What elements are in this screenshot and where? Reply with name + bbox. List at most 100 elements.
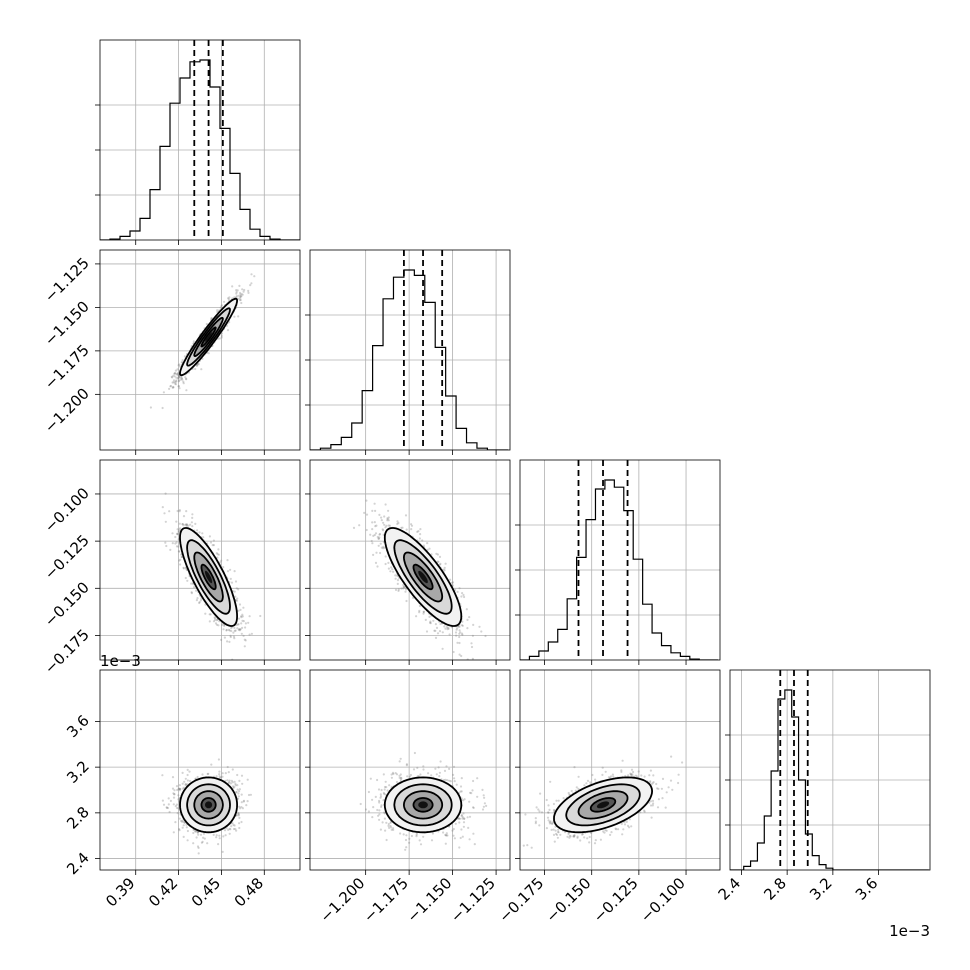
scatter-point bbox=[471, 657, 474, 660]
scatter-point bbox=[178, 376, 181, 379]
scatter-point bbox=[238, 284, 241, 287]
scatter-point bbox=[182, 382, 185, 385]
scatter-point bbox=[179, 527, 182, 530]
scatter-point bbox=[200, 368, 203, 371]
scatter-point bbox=[217, 553, 220, 556]
panel-2-2 bbox=[515, 459, 721, 665]
scatter-point bbox=[236, 623, 239, 626]
scatter-point bbox=[176, 368, 179, 371]
scatter-point bbox=[422, 612, 425, 615]
panel-3-0: 0.39 0.42 0.45 0.482.42.83.23.61e−3 bbox=[63, 652, 301, 910]
scatter-point bbox=[196, 597, 199, 600]
scatter-point bbox=[201, 773, 204, 776]
scatter-point bbox=[190, 521, 193, 524]
scatter-point bbox=[186, 579, 189, 582]
scatter-point bbox=[177, 376, 180, 380]
scatter-point bbox=[184, 782, 187, 786]
scatter-point bbox=[174, 821, 177, 824]
scatter-point bbox=[241, 626, 244, 630]
scatter-point bbox=[371, 528, 374, 531]
scatter-point bbox=[223, 624, 226, 628]
scatter-point bbox=[237, 813, 240, 816]
scatter-point bbox=[238, 603, 242, 606]
scatter-point bbox=[231, 822, 234, 825]
scatter-point bbox=[443, 566, 446, 570]
scatter-point bbox=[422, 544, 425, 547]
scatter-point bbox=[417, 530, 420, 533]
scatter-point bbox=[461, 592, 464, 595]
scatter-point bbox=[209, 613, 212, 616]
scatter-point bbox=[470, 642, 473, 645]
density-fill bbox=[205, 332, 213, 342]
scatter-point bbox=[439, 562, 442, 566]
scatter-point bbox=[380, 516, 383, 519]
scatter-point bbox=[181, 523, 184, 526]
scatter-point bbox=[471, 634, 474, 637]
scatter-point bbox=[218, 775, 221, 778]
scatter-point bbox=[438, 555, 442, 559]
scatter-point bbox=[394, 577, 397, 580]
scatter-point bbox=[175, 520, 178, 523]
scatter-point bbox=[436, 632, 440, 635]
scatter-point bbox=[378, 532, 382, 536]
contour-2-0-3 bbox=[200, 563, 217, 591]
histogram-0 bbox=[100, 59, 300, 240]
scatter-point bbox=[396, 574, 399, 577]
scatter-point bbox=[207, 352, 210, 355]
scatter-point bbox=[195, 364, 199, 367]
scatter-point bbox=[243, 638, 246, 641]
scatter-point bbox=[397, 521, 400, 525]
scatter-point bbox=[176, 373, 179, 376]
scatter-point bbox=[437, 560, 440, 563]
scatter-point bbox=[242, 606, 245, 609]
scatter-point bbox=[171, 776, 175, 779]
scatter-point bbox=[434, 629, 437, 633]
scatter-point bbox=[208, 535, 211, 538]
scatter-point bbox=[220, 334, 223, 337]
scatter-point bbox=[164, 492, 167, 495]
scatter-point bbox=[386, 519, 389, 522]
scatter-point bbox=[219, 306, 222, 309]
scatter-point bbox=[240, 616, 243, 619]
contour-2-1-2 bbox=[402, 551, 444, 603]
scatter-point bbox=[215, 619, 218, 622]
scatter-point bbox=[214, 618, 217, 622]
scatter-point bbox=[371, 509, 374, 512]
scatter-point bbox=[419, 528, 422, 531]
scatter-point bbox=[405, 588, 408, 591]
scatter-point bbox=[221, 623, 224, 627]
scatter-point bbox=[220, 305, 223, 308]
scatter-point bbox=[182, 567, 185, 570]
scatter-point bbox=[387, 524, 390, 527]
scatter-point bbox=[233, 315, 236, 318]
scatter-point bbox=[161, 506, 164, 509]
scatter-point bbox=[235, 292, 238, 295]
scatter-point bbox=[380, 519, 383, 522]
scatter-point bbox=[176, 532, 179, 536]
scatter-point bbox=[234, 580, 238, 583]
scatter-point bbox=[484, 634, 487, 638]
scatter-point bbox=[164, 541, 167, 544]
y-tick-label: −0.150 bbox=[41, 578, 93, 630]
scatter-point bbox=[259, 614, 262, 618]
scatter-point bbox=[433, 629, 436, 632]
scatter-point bbox=[236, 597, 239, 600]
scatter-point bbox=[240, 615, 243, 618]
scatter-point bbox=[419, 533, 422, 536]
scatter-point bbox=[216, 309, 219, 312]
scatter-point bbox=[229, 635, 232, 639]
scatter-point bbox=[197, 363, 200, 366]
scatter-point bbox=[182, 566, 185, 569]
scatter-point bbox=[174, 369, 177, 372]
scatter-point bbox=[212, 620, 216, 623]
scatter-point bbox=[225, 628, 228, 632]
scatter-point bbox=[239, 295, 242, 298]
scatter-point bbox=[174, 372, 177, 375]
scatter-point bbox=[400, 526, 403, 530]
scatter-point bbox=[456, 627, 459, 630]
scatter-point bbox=[171, 542, 174, 545]
scatter-point bbox=[237, 795, 240, 798]
scatter-point bbox=[182, 786, 186, 789]
scatter-point bbox=[185, 389, 188, 392]
scatter-point bbox=[210, 317, 213, 320]
